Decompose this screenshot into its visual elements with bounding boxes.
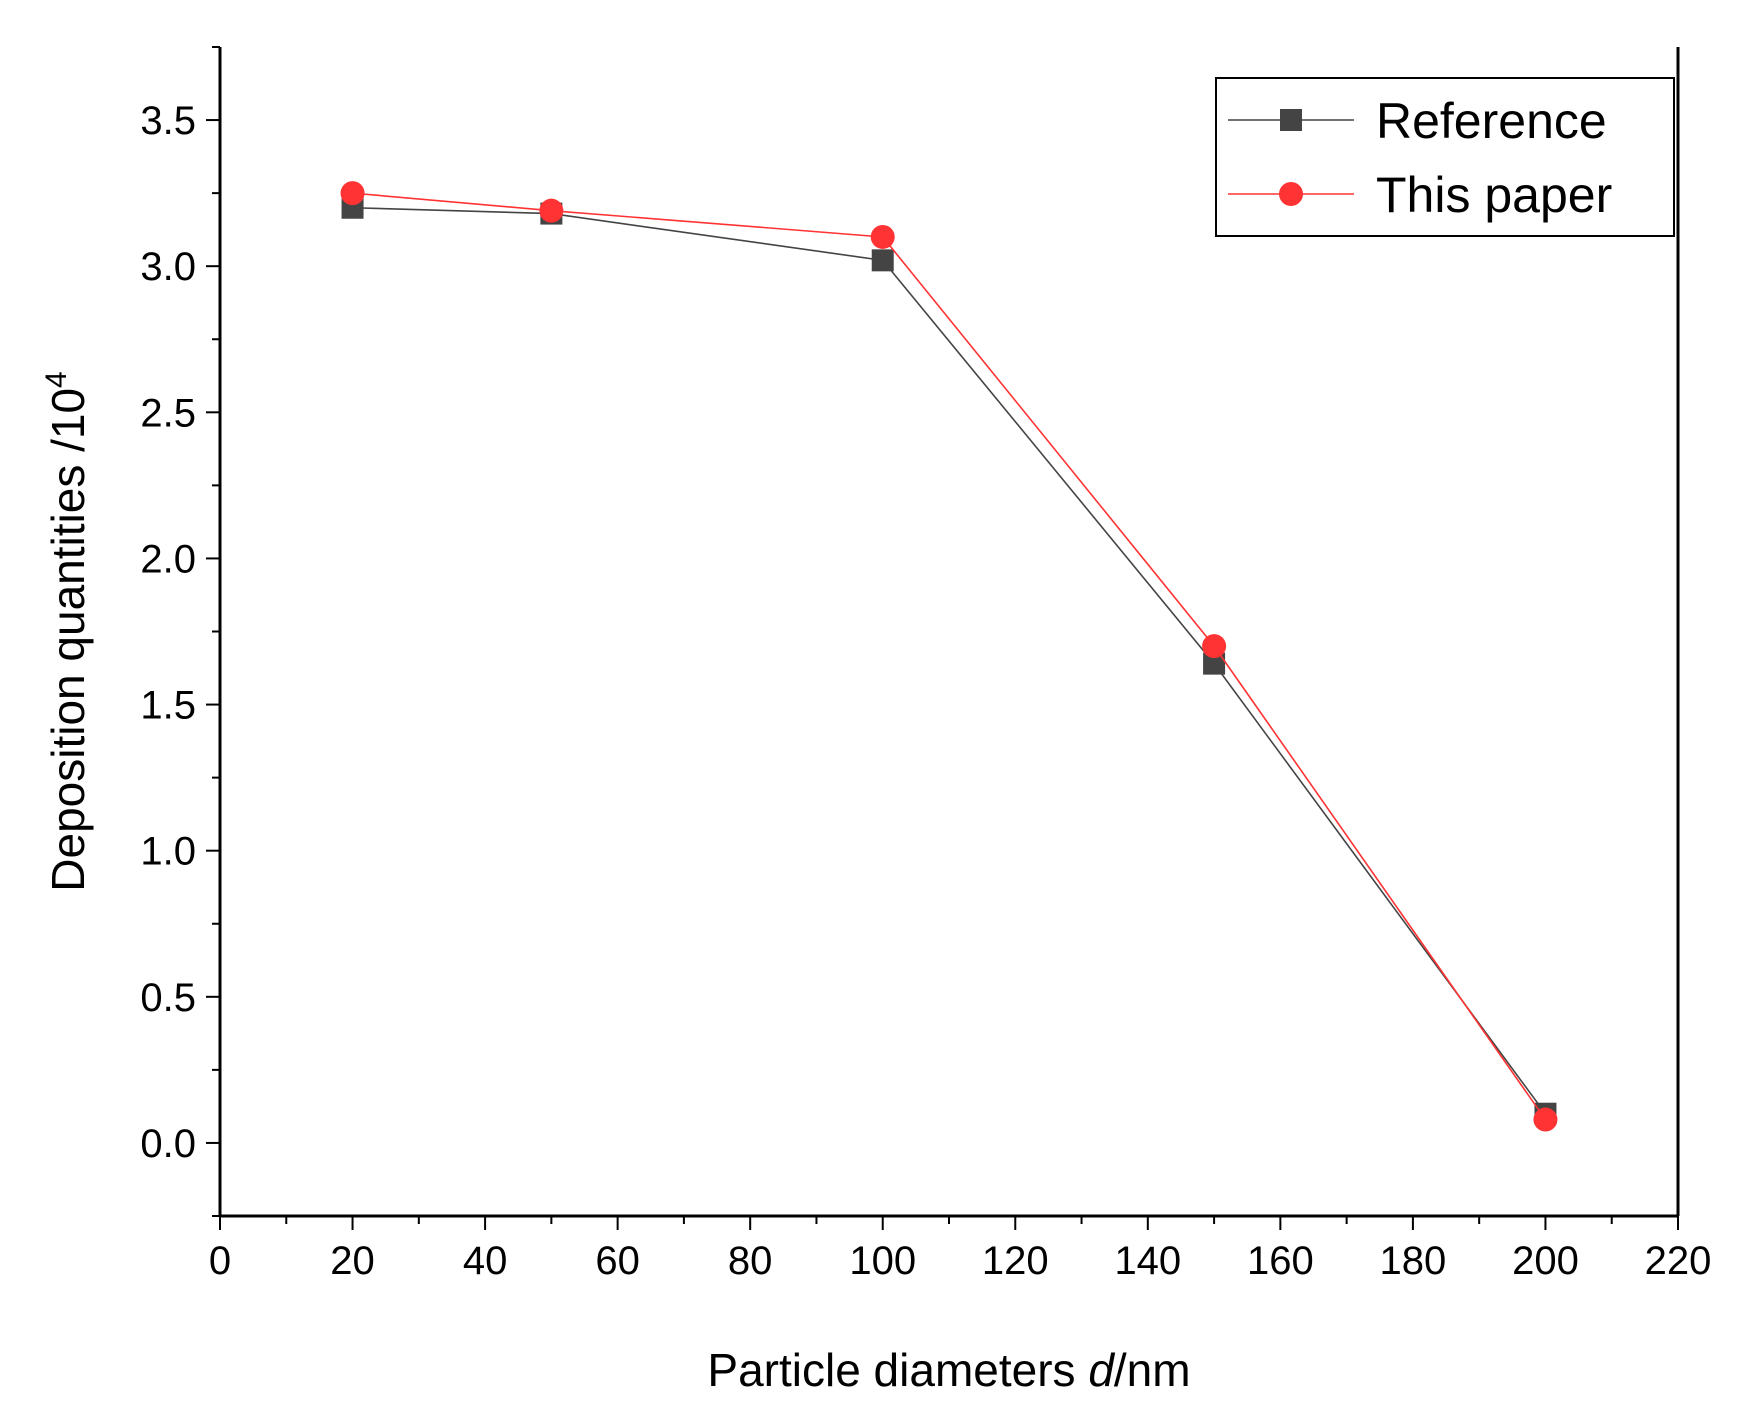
x-tick-label: 200: [1512, 1239, 1579, 1283]
series-line-reference: [352, 206, 1547, 1115]
y-tick-label: 2.0: [140, 537, 196, 581]
y-tick-label: 2.5: [140, 391, 196, 435]
x-axis-title-main: Particle diameters: [707, 1344, 1088, 1396]
series-line-this-paper: [352, 192, 1547, 1121]
x-tick-label: 180: [1380, 1239, 1447, 1283]
data-point-this-paper: [539, 198, 564, 223]
legend-box: [1215, 77, 1675, 237]
legend: Reference This paper: [1215, 77, 1675, 237]
y-axis-title-main: Deposition quantities /10: [42, 388, 94, 892]
x-tick-label: 220: [1645, 1239, 1712, 1283]
x-tick-label: 80: [728, 1239, 773, 1283]
x-tick-label: 100: [849, 1239, 916, 1283]
y-tick-label: 1.0: [140, 830, 196, 874]
x-tick-label: 40: [463, 1239, 508, 1283]
axes: 0 20 40 60 80 100 120 140 160 180 200 220 0.0 0.5 1.0 1…: [140, 46, 1712, 1283]
y-tick-label: 3.0: [140, 245, 196, 289]
x-axis-title-variable: d: [1088, 1344, 1115, 1396]
y-axis-title: Deposition quantities /104: [40, 371, 94, 891]
series-layer: [340, 181, 1558, 1132]
x-tick-label: 140: [1114, 1239, 1181, 1283]
y-tick-label: 0.5: [140, 976, 196, 1020]
legend-label-reference: Reference: [1376, 93, 1607, 149]
data-point-this-paper: [870, 224, 895, 249]
y-axis-title-exponent: 4: [40, 371, 73, 388]
legend-marker-reference: [1280, 109, 1302, 131]
x-tick-label: 120: [982, 1239, 1049, 1283]
y-tick-label: 1.5: [140, 684, 196, 728]
data-point-this-paper: [1533, 1107, 1558, 1132]
x-tick-label: 160: [1247, 1239, 1314, 1283]
legend-marker-this-paper: [1279, 182, 1303, 206]
data-point-reference: [871, 249, 894, 272]
x-axis-title-unit: /nm: [1114, 1344, 1191, 1396]
data-point-this-paper: [1202, 634, 1227, 659]
y-tick-label: 3.5: [140, 99, 196, 143]
data-point-this-paper: [340, 181, 365, 206]
x-tick-label: 0: [209, 1239, 231, 1283]
x-tick-label: 60: [595, 1239, 640, 1283]
y-tick-label: 0.0: [140, 1122, 196, 1166]
legend-label-this-paper: This paper: [1376, 167, 1612, 223]
x-axis-title: Particle diameters d/nm: [707, 1344, 1190, 1396]
x-tick-label: 20: [330, 1239, 375, 1283]
data-point-reference: [1203, 652, 1226, 675]
